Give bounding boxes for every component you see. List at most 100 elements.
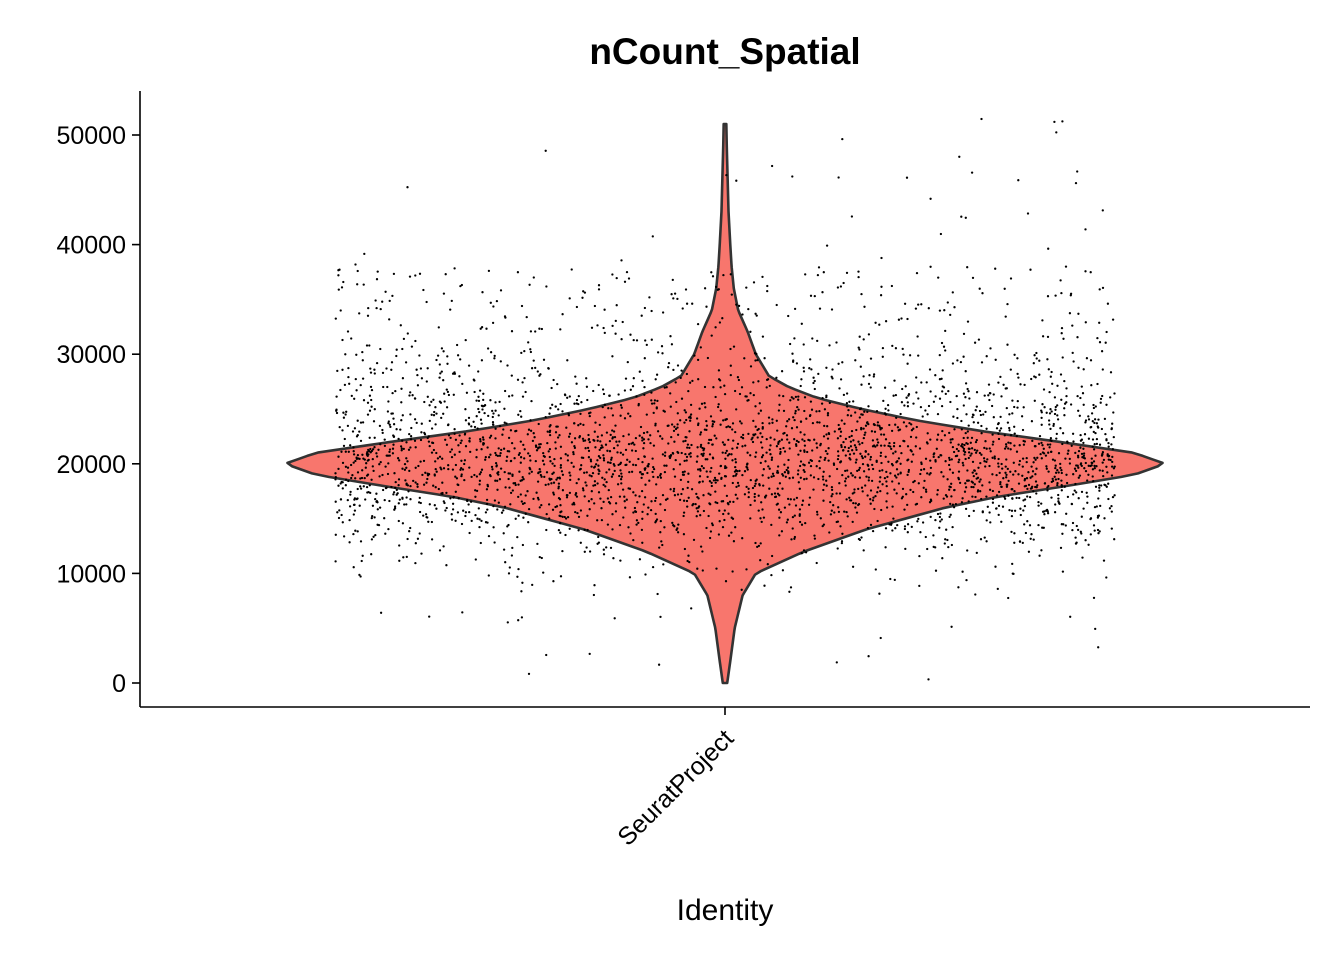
data-point bbox=[1100, 484, 1103, 487]
data-point bbox=[487, 269, 491, 273]
data-point bbox=[558, 514, 561, 517]
data-point bbox=[801, 438, 804, 441]
data-point bbox=[443, 501, 446, 505]
data-point bbox=[623, 500, 626, 503]
data-point bbox=[760, 520, 763, 524]
data-point bbox=[879, 294, 883, 297]
data-point bbox=[1086, 501, 1089, 504]
data-point bbox=[650, 402, 654, 405]
data-point bbox=[886, 492, 889, 495]
data-point bbox=[1023, 383, 1026, 387]
data-point bbox=[976, 490, 980, 493]
data-point bbox=[848, 435, 851, 439]
data-point bbox=[486, 485, 490, 488]
data-point bbox=[788, 590, 791, 593]
data-point bbox=[862, 470, 866, 473]
data-point bbox=[475, 399, 478, 402]
data-point bbox=[432, 448, 436, 452]
data-point bbox=[826, 452, 829, 455]
data-point bbox=[442, 467, 446, 470]
data-point bbox=[659, 519, 662, 523]
data-point bbox=[392, 493, 395, 496]
data-point bbox=[822, 523, 826, 526]
data-point bbox=[424, 471, 427, 474]
data-point bbox=[656, 399, 659, 403]
data-point bbox=[557, 528, 561, 532]
data-point bbox=[819, 517, 822, 520]
data-point bbox=[1060, 326, 1064, 330]
data-point bbox=[359, 540, 363, 543]
data-point bbox=[573, 437, 577, 440]
data-point bbox=[849, 445, 853, 448]
data-point bbox=[969, 441, 972, 444]
data-point bbox=[375, 492, 378, 495]
data-point bbox=[872, 373, 876, 376]
data-point bbox=[460, 466, 463, 470]
data-point bbox=[348, 505, 352, 508]
data-point bbox=[361, 453, 364, 456]
data-point bbox=[347, 471, 350, 474]
data-point bbox=[613, 617, 616, 620]
data-point bbox=[585, 471, 588, 474]
data-point bbox=[445, 491, 448, 495]
data-point bbox=[1040, 416, 1043, 420]
data-point bbox=[1010, 509, 1014, 512]
data-point bbox=[596, 459, 599, 462]
data-point bbox=[1089, 533, 1092, 536]
data-point bbox=[1101, 451, 1105, 454]
data-point bbox=[863, 433, 866, 437]
data-point bbox=[354, 477, 357, 480]
data-point bbox=[650, 500, 653, 503]
data-point bbox=[621, 320, 624, 324]
data-point bbox=[581, 437, 585, 440]
data-point bbox=[644, 339, 647, 342]
data-point bbox=[334, 317, 337, 320]
data-point bbox=[906, 405, 910, 408]
data-point bbox=[1097, 497, 1100, 500]
data-point bbox=[871, 463, 874, 467]
data-point bbox=[1081, 392, 1085, 395]
data-point bbox=[617, 393, 620, 396]
data-point bbox=[761, 275, 764, 279]
data-point bbox=[1021, 457, 1025, 460]
data-point bbox=[417, 464, 420, 468]
data-point bbox=[1003, 495, 1006, 499]
data-point bbox=[503, 389, 507, 393]
data-point bbox=[971, 276, 975, 280]
data-point bbox=[1034, 445, 1037, 448]
data-point bbox=[1030, 533, 1033, 536]
data-point bbox=[404, 479, 407, 482]
data-point bbox=[1032, 538, 1035, 541]
data-point bbox=[901, 487, 905, 491]
data-point bbox=[594, 446, 597, 449]
data-point bbox=[687, 496, 690, 499]
data-point bbox=[1111, 455, 1114, 459]
data-point bbox=[392, 443, 395, 446]
data-point bbox=[1070, 502, 1074, 506]
data-point bbox=[676, 364, 680, 367]
data-point bbox=[850, 215, 854, 218]
data-point bbox=[356, 453, 360, 457]
data-point bbox=[878, 592, 881, 595]
data-point bbox=[841, 361, 844, 364]
data-point bbox=[790, 427, 794, 430]
data-point bbox=[938, 353, 941, 357]
data-point bbox=[361, 350, 364, 354]
data-point bbox=[745, 485, 748, 489]
data-point bbox=[756, 436, 759, 439]
data-point bbox=[491, 421, 495, 424]
data-point bbox=[652, 444, 656, 447]
data-point bbox=[388, 299, 391, 303]
data-point bbox=[375, 278, 379, 281]
data-point bbox=[794, 409, 797, 413]
data-point bbox=[975, 472, 978, 475]
data-point bbox=[608, 468, 611, 471]
data-point bbox=[857, 503, 860, 507]
data-point bbox=[1026, 212, 1030, 215]
data-point bbox=[590, 326, 594, 329]
data-point bbox=[878, 480, 881, 483]
data-point bbox=[847, 408, 850, 412]
data-point bbox=[903, 508, 906, 511]
data-point bbox=[493, 354, 496, 358]
data-point bbox=[334, 472, 337, 475]
